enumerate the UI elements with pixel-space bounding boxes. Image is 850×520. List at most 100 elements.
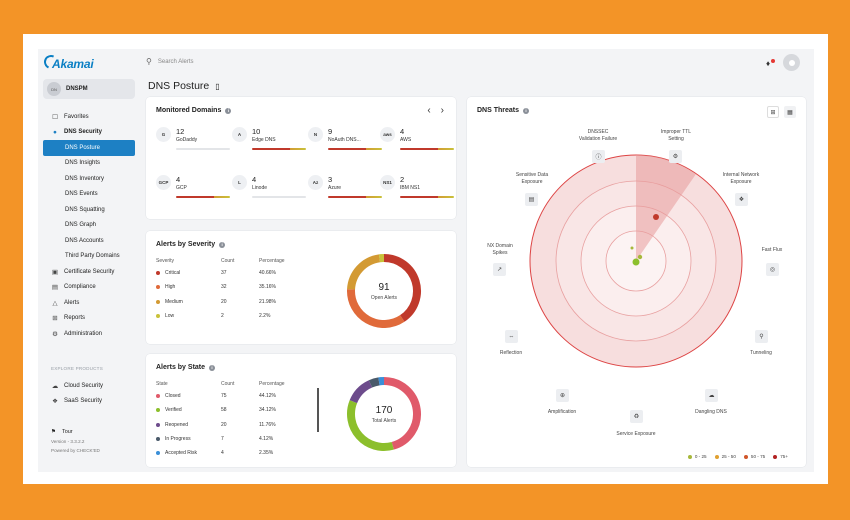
table-row[interactable]: Critical 37 40.66% xyxy=(156,266,299,280)
threat-point-center-2[interactable] xyxy=(637,254,643,260)
sidebar-item-administration[interactable]: ⚙ Administration xyxy=(43,326,135,342)
chevron-left-icon[interactable]: ‹ xyxy=(427,105,431,116)
tunneling-icon[interactable]: ⚲ xyxy=(755,330,768,343)
ttl-settings-icon[interactable]: ⚙ xyxy=(669,150,682,163)
sidebar-item-dns-inventory[interactable]: DNS Inventory xyxy=(43,171,135,187)
tour-link[interactable]: ⚑ Tour xyxy=(51,429,100,435)
table-row[interactable]: Closed 75 44.12% xyxy=(156,389,299,403)
sidebar-item-dns-security[interactable]: ● DNS Security xyxy=(43,125,135,141)
domain-tile[interactable]: Az 3 Azure xyxy=(308,175,382,205)
legend-label: 50 - 75 xyxy=(750,454,766,459)
dangling-dns-icon[interactable]: ☁ xyxy=(705,389,718,402)
sidebar-item-dns-squatting[interactable]: DNS Squatting xyxy=(43,202,135,218)
bookmark-icon[interactable]: ▯ xyxy=(215,81,220,91)
internal-network-icon[interactable]: ❖ xyxy=(735,193,748,206)
donut-segment[interactable] xyxy=(349,380,373,404)
legend-dot xyxy=(156,285,160,290)
donut-segment[interactable] xyxy=(347,400,394,451)
fast-flux-icon[interactable]: ◎ xyxy=(766,263,779,276)
products-nav: ☁ Cloud Security ❖ SaaS Security xyxy=(43,378,135,409)
threat-point-internal[interactable] xyxy=(653,214,659,220)
table-row[interactable]: Reopened 20 11.76% xyxy=(156,418,299,432)
row-label-text: In Progress xyxy=(165,436,191,443)
sidebar-item-label: DNS Inventory xyxy=(65,175,105,182)
user-avatar[interactable] xyxy=(783,54,800,71)
table-row[interactable]: In Progress 7 4.12% xyxy=(156,432,299,446)
amplification-icon[interactable]: ⊕ xyxy=(556,389,569,402)
domain-tile[interactable]: L 4 Linode xyxy=(232,175,306,205)
row-label-text: Accepted Risk xyxy=(165,450,197,457)
table-row[interactable]: Accepted Risk 4 2.35% xyxy=(156,446,299,460)
legend-item: 50 - 75 xyxy=(743,454,766,459)
domain-count: 10 xyxy=(252,127,261,136)
search-bar[interactable]: ⚲ Search Alerts xyxy=(146,57,194,66)
sidebar-item-dns-insights[interactable]: DNS Insights xyxy=(43,156,135,172)
nx-spikes-icon[interactable]: ↗ xyxy=(493,263,506,276)
domain-tile[interactable]: aws 4 AWS xyxy=(380,127,454,157)
label-fast-flux: Fast Flux xyxy=(761,247,783,253)
sidebar-item-dns-events[interactable]: DNS Events xyxy=(43,187,135,203)
info-icon[interactable]: i xyxy=(523,107,530,114)
sidebar-item-cloud-security[interactable]: ☁ Cloud Security xyxy=(43,378,135,394)
row-count: 37 xyxy=(221,270,227,277)
domain-tile[interactable]: G 12 GoDaddy xyxy=(156,127,230,157)
reflection-icon[interactable]: ⇔ xyxy=(505,330,518,343)
legend-dot xyxy=(156,437,160,442)
account-switcher[interactable]: DN DNSPM xyxy=(43,79,135,99)
search-input[interactable]: Search Alerts xyxy=(157,58,194,65)
threat-point-center-3[interactable] xyxy=(630,246,634,250)
threat-point-center-1[interactable] xyxy=(632,258,640,266)
legend-dot xyxy=(156,394,160,399)
row-label: Closed xyxy=(156,393,221,399)
table-header: Severity Count Percentage xyxy=(156,256,299,266)
service-exposure-icon[interactable]: ♻ xyxy=(630,410,643,423)
sensitive-data-icon[interactable]: ▤ xyxy=(525,193,538,206)
table-row[interactable]: Low 2 2.2% xyxy=(156,309,299,323)
sidebar-item-dns-graph[interactable]: DNS Graph xyxy=(43,218,135,234)
legend-dot xyxy=(773,454,778,459)
donut-segment[interactable] xyxy=(368,377,380,388)
sidebar-item-label: DNS Insights xyxy=(65,160,101,167)
donut-segment[interactable] xyxy=(347,254,381,290)
sidebar-item-dns-posture[interactable]: DNS Posture xyxy=(43,140,135,156)
donut-segment[interactable] xyxy=(347,289,405,328)
table-row[interactable]: High 32 35.16% xyxy=(156,280,299,294)
sidebar-item-label: DNS Events xyxy=(65,191,98,198)
grid-view-icon[interactable]: ⊞ xyxy=(767,106,779,118)
sidebar-item-reports[interactable]: ⊞ Reports xyxy=(43,311,135,327)
info-icon[interactable]: i xyxy=(219,241,226,248)
card-title-text: Alerts by State xyxy=(156,364,206,371)
sidebar-item-saas-security[interactable]: ❖ SaaS Security xyxy=(43,394,135,410)
table-row[interactable]: Medium 20 21.98% xyxy=(156,295,299,309)
chevron-right-icon[interactable]: › xyxy=(440,105,444,116)
donut-segment[interactable] xyxy=(383,377,421,450)
sidebar-item-third-party-domains[interactable]: Third Party Domains xyxy=(43,249,135,265)
list-view-icon[interactable]: ▦ xyxy=(784,106,796,118)
domain-tile[interactable]: A 10 Edge DNS xyxy=(232,127,306,157)
sidebar-item-compliance[interactable]: ▤ Compliance xyxy=(43,280,135,296)
sidebar-item-certificate-security[interactable]: ▣ Certificate Security xyxy=(43,264,135,280)
sidebar-item-favorites[interactable]: ☐ Favorites xyxy=(43,109,135,125)
donut-segment[interactable] xyxy=(383,254,421,322)
sidebar-item-alerts[interactable]: △ Alerts xyxy=(43,295,135,311)
sidebar-item-label: Certificate Security xyxy=(64,268,115,275)
akamai-logo[interactable]: Akamai xyxy=(42,53,94,74)
card-title-text: Alerts by Severity xyxy=(156,241,216,248)
bell-icon[interactable]: ♦ xyxy=(766,59,771,68)
domain-tile[interactable]: GCP 4 GCP xyxy=(156,175,230,205)
provider-logo-icon: G xyxy=(156,127,171,142)
monitored-domains-card: Monitored Domains i ‹ › G 12 GoDaddy A 10 Edge … xyxy=(146,97,456,219)
dnssec-icon[interactable]: ⓘ xyxy=(592,150,605,163)
sidebar-item-dns-accounts[interactable]: DNS Accounts xyxy=(43,233,135,249)
domain-risk-bar xyxy=(400,196,454,198)
domain-tile[interactable]: NS1 2 IBM NS1 xyxy=(380,175,454,205)
card-title: Alerts by Severity i xyxy=(156,241,226,248)
table-row[interactable]: Verified 58 34.12% xyxy=(156,403,299,417)
domain-tile[interactable]: N 9 NoAuth DNS... xyxy=(308,127,382,157)
info-icon[interactable]: i xyxy=(225,107,232,114)
row-count: 75 xyxy=(221,393,227,400)
domain-risk-bar xyxy=(252,196,306,198)
severity-total: 91 xyxy=(378,282,390,293)
row-percentage: 21.98% xyxy=(259,298,276,305)
info-icon[interactable]: i xyxy=(209,364,216,371)
